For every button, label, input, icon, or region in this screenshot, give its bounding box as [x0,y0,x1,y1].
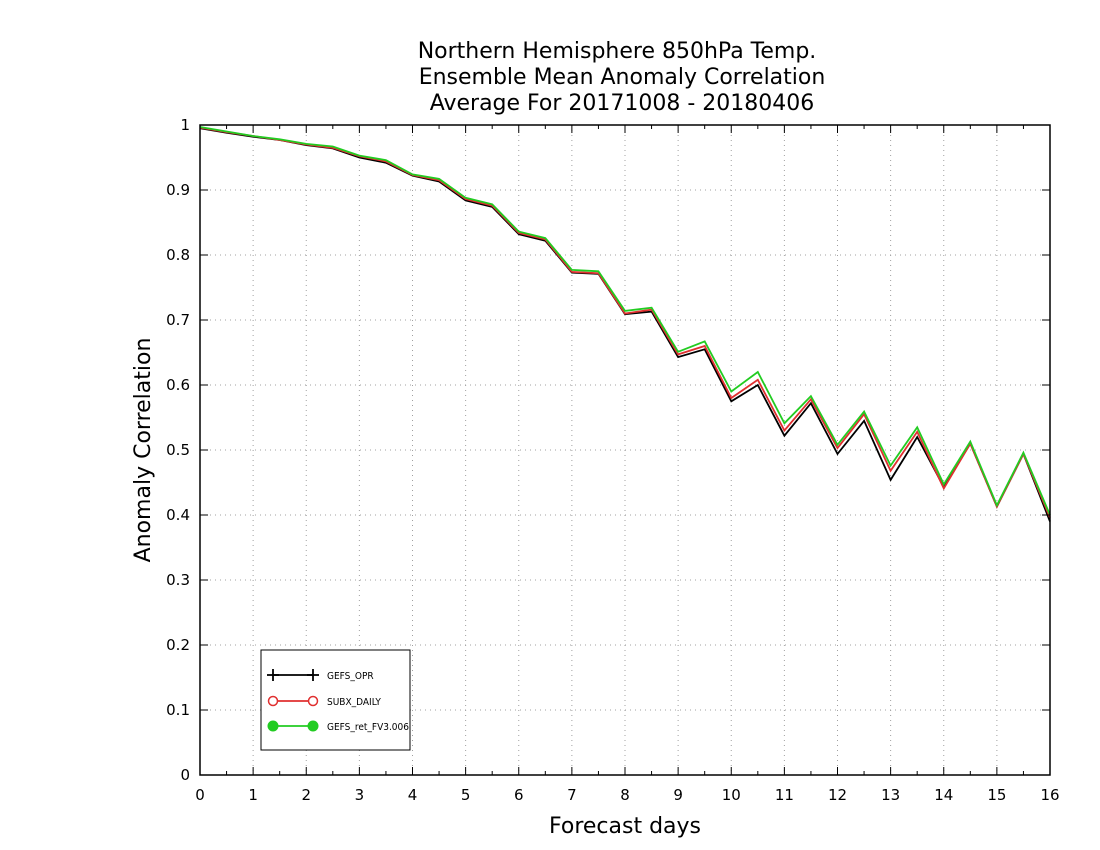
y-tick-label: 0.2 [166,636,190,654]
y-tick-label: 0.8 [166,246,190,264]
x-tick-label: 8 [620,786,630,804]
legend: GEFS_OPR SUBX_DAILY GEFS_ret_FV3.006 [260,649,411,751]
open-circle-marker [267,695,279,707]
y-tick-label: 1 [180,116,190,134]
x-tick-label: 4 [408,786,418,804]
x-tick-label: 6 [514,786,524,804]
x-tick-label: 5 [461,786,471,804]
x-tick-label: 0 [195,786,205,804]
open-circle-marker [307,695,319,707]
filled-circle-marker [307,720,319,732]
x-tick-label: 11 [775,786,794,804]
series-line-0 [199,127,1051,522]
filled-circle-marker [267,720,279,732]
legend-label: GEFS_ret_FV3.006 [327,722,409,733]
y-tick-label: 0.5 [166,441,190,459]
x-axis-label: Forecast days [549,814,701,839]
y-tick-label: 0.1 [166,701,190,719]
x-tick-label: 1 [248,786,258,804]
y-tick-label: 0.4 [166,506,190,524]
y-tick-label: 0.9 [166,181,190,199]
title-line-1: Northern Hemisphere 850hPa Temp. [418,39,817,64]
x-tick-label: 2 [301,786,311,804]
series-lines [199,126,1051,522]
series-line-1 [199,126,1051,518]
x-tick-label: 7 [567,786,577,804]
legend-box [260,649,411,751]
legend-entry-1: SUBX_DAILY [267,695,381,708]
chart-title: Northern Hemisphere 850hPa Temp. Ensembl… [418,39,826,116]
y-axis-label: Anomaly Correlation [131,338,156,563]
ticks: 0 1 2 3 4 5 6 7 8 9 10 11 12 13 14 15 1600.10.20.30.40.5… [166,116,1059,804]
x-tick-label: 3 [355,786,365,804]
x-tick-label: 10 [722,786,741,804]
series-line-2 [199,126,1051,516]
legend-entry-0: GEFS_OPR [267,669,374,682]
x-tick-label: 16 [1040,786,1059,804]
x-tick-label: 15 [987,786,1006,804]
y-tick-label: 0.6 [166,376,190,394]
legend-entry-2: GEFS_ret_FV3.006 [267,720,409,733]
y-tick-label: 0.7 [166,311,190,329]
y-tick-label: 0 [180,766,190,784]
x-tick-label: 9 [673,786,683,804]
grid [200,125,1050,775]
x-tick-label: 14 [934,786,953,804]
legend-label: GEFS_OPR [327,671,374,682]
y-tick-label: 0.3 [166,571,190,589]
title-line-3: Average For 20171008 - 20180406 [430,91,815,116]
x-tick-label: 13 [881,786,900,804]
legend-label: SUBX_DAILY [327,697,381,708]
title-line-2: Ensemble Mean Anomaly Correlation [419,65,826,90]
x-tick-label: 12 [828,786,847,804]
